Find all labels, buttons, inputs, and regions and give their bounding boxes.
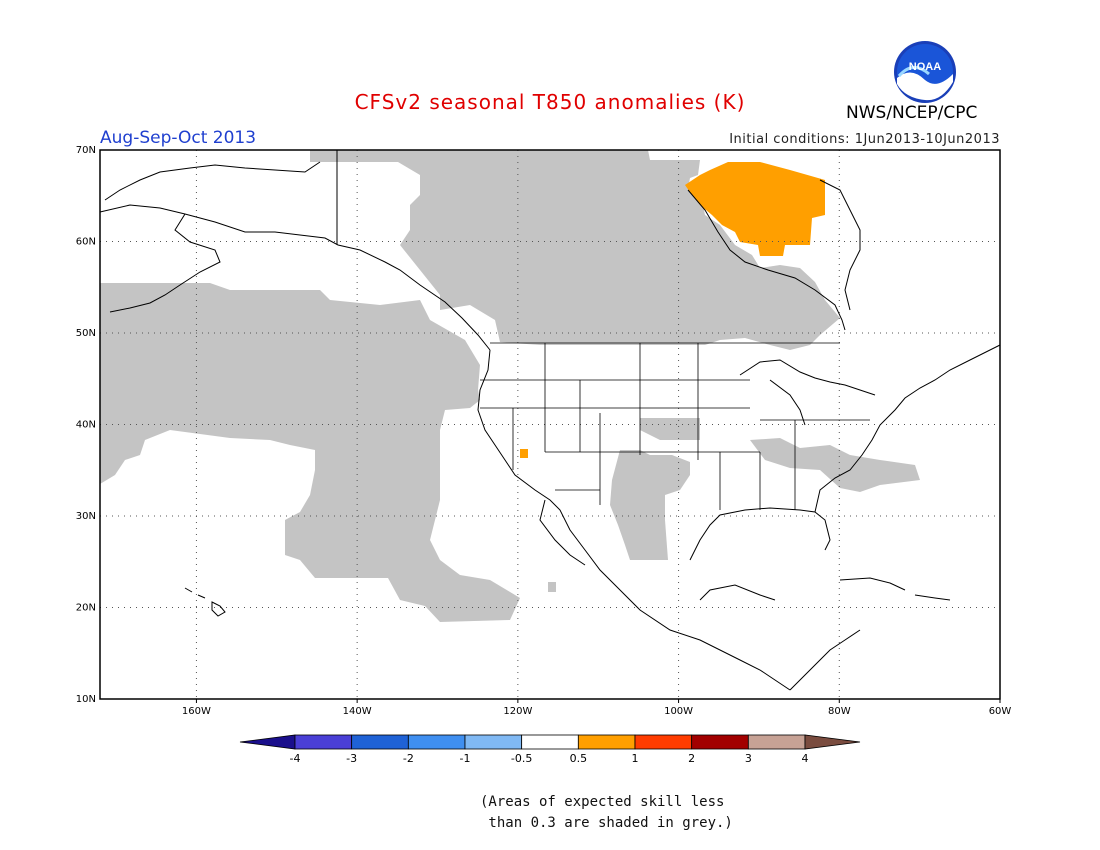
colorbar-label: -0.5 bbox=[511, 752, 532, 765]
colorbar-box bbox=[521, 734, 579, 750]
colorbar-box bbox=[577, 734, 636, 750]
longitude-labels: 160W 140W 120W 100W 80W 60W bbox=[182, 706, 1011, 717]
colorbar-label: 4 bbox=[802, 752, 809, 765]
lat-label: 70N bbox=[76, 145, 96, 156]
footnote-line-2: than 0.3 are shaded in grey.) bbox=[480, 815, 733, 831]
nevada-anomaly bbox=[520, 449, 528, 458]
colorbar-box bbox=[351, 734, 409, 750]
colorbar-upper-extend bbox=[804, 734, 861, 750]
lat-label: 50N bbox=[76, 328, 96, 339]
coastlines bbox=[99, 150, 1001, 691]
colorbar-box bbox=[634, 734, 693, 750]
lat-label: 60N bbox=[76, 237, 96, 248]
hudson-bay-anomaly bbox=[685, 162, 825, 256]
colorbar-label: 3 bbox=[745, 752, 752, 765]
positive-anomaly-regions bbox=[520, 162, 825, 458]
initial-conditions-label: Initial conditions: 1Jun2013-10Jun2013 bbox=[729, 132, 1000, 147]
map-gridlines bbox=[100, 150, 1000, 699]
lon-label: 60W bbox=[989, 706, 1012, 717]
colorbar-box bbox=[294, 734, 353, 750]
lat-label: 10N bbox=[76, 694, 96, 705]
colorbar-label: -3 bbox=[346, 752, 357, 765]
colorbar-box bbox=[407, 734, 466, 750]
lon-label: 120W bbox=[503, 706, 532, 717]
lon-label: 80W bbox=[828, 706, 851, 717]
season-label: Aug-Sep-Oct 2013 bbox=[100, 128, 257, 148]
latitude-labels: 10N 20N 30N 40N 50N 60N 70N bbox=[76, 145, 96, 705]
lat-label: 30N bbox=[76, 511, 96, 522]
lon-label: 160W bbox=[182, 706, 211, 717]
colorbar-label: -1 bbox=[460, 752, 471, 765]
logo-text: NOAA bbox=[909, 61, 941, 73]
colorbar-label: 2 bbox=[688, 752, 695, 765]
colorbar-label: 0.5 bbox=[570, 752, 588, 765]
lat-label: 40N bbox=[76, 420, 96, 431]
colorbar: -4 -3 -2 -1 -0.5 0.5 1 2 3 4 bbox=[239, 734, 861, 765]
lat-label: 20N bbox=[76, 603, 96, 614]
agency-label: NWS/NCEP/CPC bbox=[846, 103, 978, 123]
colorbar-box bbox=[747, 734, 806, 750]
colorbar-lower-extend bbox=[239, 734, 296, 750]
colorbar-label: 1 bbox=[632, 752, 639, 765]
colorbar-box bbox=[464, 734, 523, 750]
colorbar-box bbox=[691, 734, 749, 750]
colorbar-label: -2 bbox=[403, 752, 414, 765]
noaa-logo: NOAA bbox=[894, 41, 956, 103]
map-frame bbox=[99, 149, 1001, 700]
lon-label: 140W bbox=[343, 706, 372, 717]
chart-title: CFSv2 seasonal T850 anomalies (K) bbox=[354, 90, 746, 114]
colorbar-label: -4 bbox=[290, 752, 301, 765]
footnote-line-1: (Areas of expected skill less bbox=[480, 794, 725, 810]
lon-label: 100W bbox=[664, 706, 693, 717]
state-borders bbox=[480, 342, 870, 510]
skill-footnote: (Areas of expected skill less than 0.3 a… bbox=[480, 792, 733, 834]
